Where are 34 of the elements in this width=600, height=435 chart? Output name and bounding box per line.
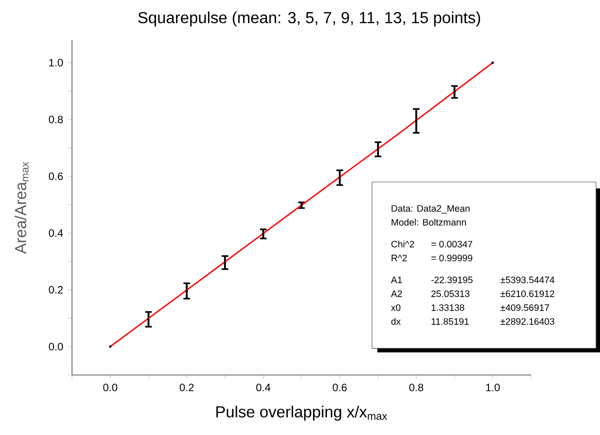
annotation: Data: Data2_Mean (392, 205, 470, 214)
y-tick-label: 0.0 (48, 342, 63, 350)
annotation: -22.39195 (431, 276, 473, 284)
y-tick-label: 0.6 (48, 172, 63, 180)
y-tick-label: 0.4 (48, 229, 63, 237)
x-tick-label: 0.0 (103, 384, 118, 392)
annotation: ±6210.61912 (500, 290, 554, 298)
x-tick-label: 0.2 (180, 384, 194, 392)
y-tick-label: 0.2 (48, 286, 63, 294)
annotation: 1.33138 (432, 304, 464, 311)
chart-title: Squarepulse (mean: 3, 5, 7, 9, 11, 13, 15 points) (138, 12, 480, 26)
annotation: = 0.99999 (431, 254, 472, 262)
annotation: = 0.00347 (431, 240, 472, 248)
annotation: ±2892.16403 (500, 318, 554, 325)
annotation: Model: Boltzmann (392, 218, 466, 226)
annotation: dx (391, 318, 401, 325)
x-tick-label: 0.6 (332, 384, 347, 392)
annotation: 25.05313 (431, 290, 470, 298)
annotation: ±5393.54474 (500, 276, 554, 284)
y-tick-label: 1.0 (49, 58, 63, 66)
x-axis-title: Pulse overlapping x/x$_{max}$ (216, 406, 388, 421)
annotation: ±409.56917 (500, 304, 550, 311)
annotation: x0 (391, 304, 400, 311)
annotation: A1 (390, 276, 402, 284)
annotation: A2 (390, 290, 402, 297)
annotation: Chi^2 (391, 240, 414, 248)
annotation: 11.85191 (432, 318, 469, 325)
x-tick-label: 1.0 (486, 384, 500, 392)
x-tick-label: 0.4 (256, 384, 270, 392)
y-tick-label: 0.8 (48, 116, 63, 124)
y-axis-title: Area/Area$_{max}$ (14, 162, 29, 254)
x-tick-label: 0.8 (409, 384, 424, 392)
line-series (110, 62, 494, 348)
annotation: R^2 (392, 254, 407, 262)
